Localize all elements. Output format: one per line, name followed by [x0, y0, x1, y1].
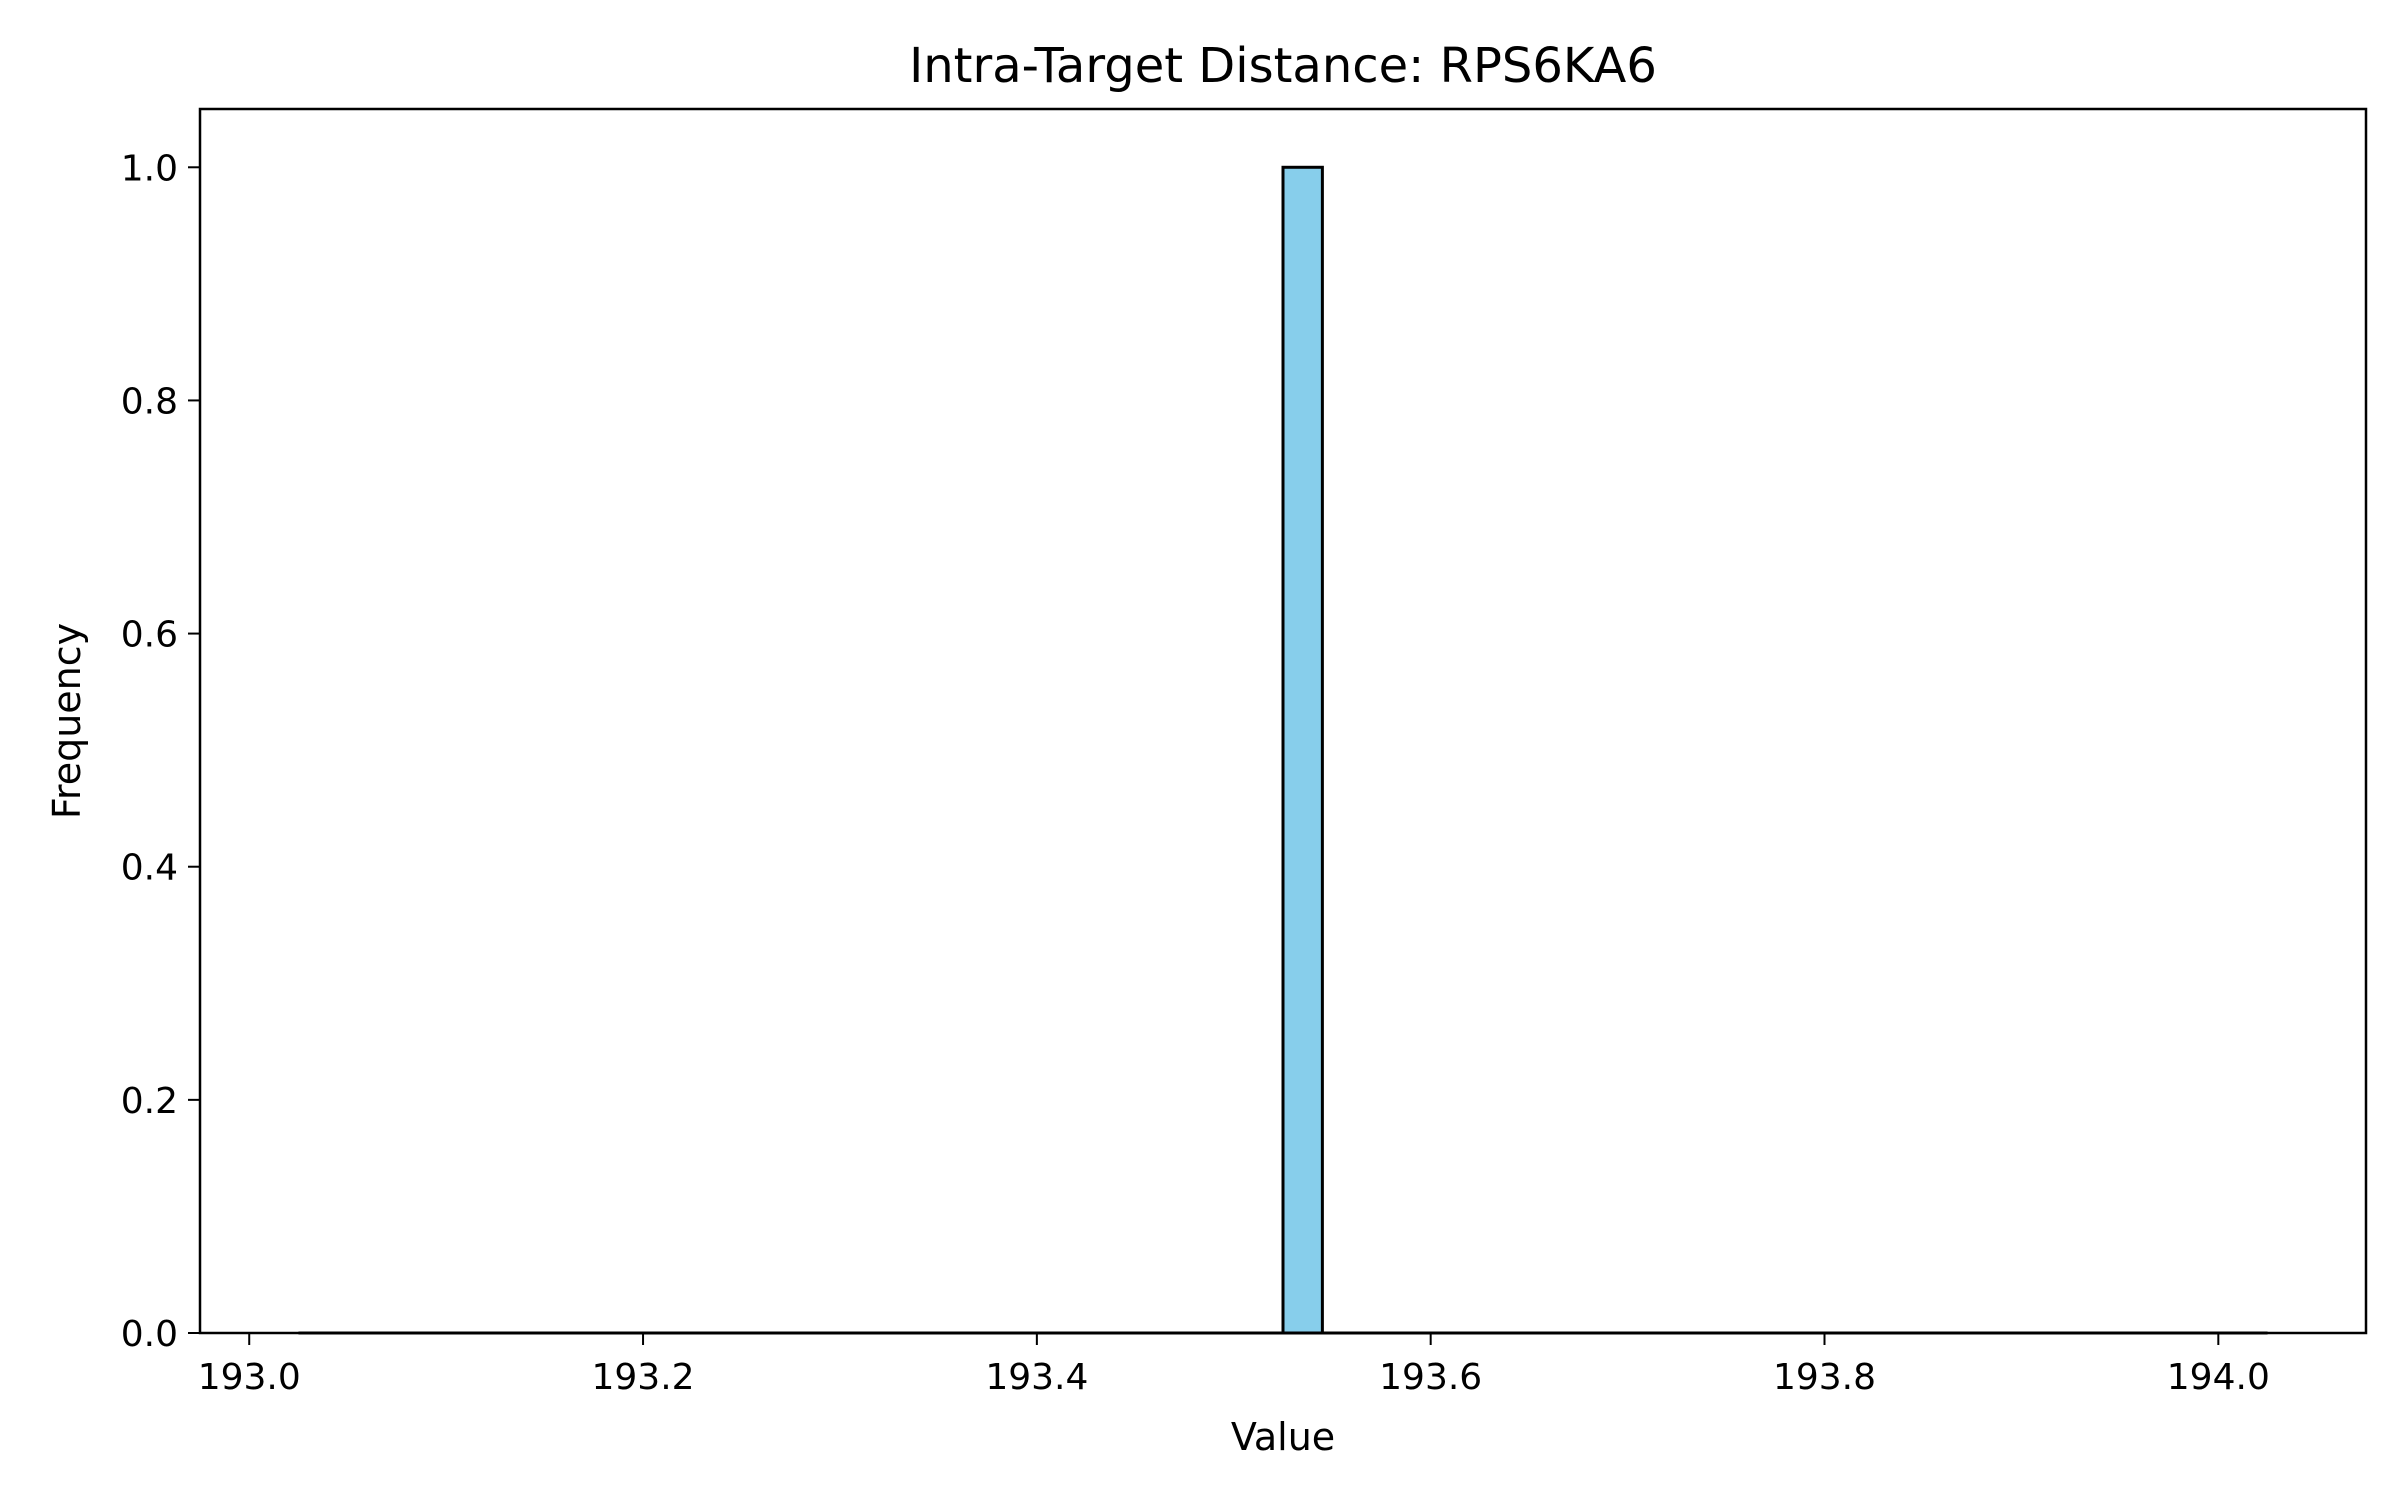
- x-tick-label: 193.0: [198, 1357, 301, 1398]
- x-tick-label: 193.4: [985, 1357, 1088, 1398]
- histogram-bar-0: [1281, 165, 1324, 1335]
- bars-layer: [1281, 165, 1324, 1335]
- plot-frame: [198, 107, 2368, 1335]
- y-tick-label: 0.4: [121, 848, 178, 889]
- chart-title: Intra-Target Distance: RPS6KA6: [909, 38, 1657, 94]
- y-tick-label: 0.8: [121, 381, 178, 422]
- x-tick-label: 193.6: [1379, 1357, 1482, 1398]
- x-axis-label: Value: [1231, 1415, 1335, 1459]
- x-tick-label: 193.2: [592, 1357, 695, 1398]
- y-axis-label: Frequency: [45, 623, 89, 819]
- y-tick-label: 0.2: [121, 1081, 178, 1122]
- y-tick-label: 0.0: [121, 1314, 178, 1355]
- x-tick-label: 194.0: [2167, 1357, 2270, 1398]
- y-tick-label: 0.6: [121, 615, 178, 656]
- x-axis: 193.0 193.2 193.4 193.6 193.8 194.0: [198, 1333, 2270, 1398]
- y-tick-label: 1.0: [121, 148, 178, 189]
- x-tick-label: 193.8: [1773, 1357, 1876, 1398]
- y-axis: 0.0 0.2 0.4 0.6 0.8 1.0: [121, 148, 200, 1355]
